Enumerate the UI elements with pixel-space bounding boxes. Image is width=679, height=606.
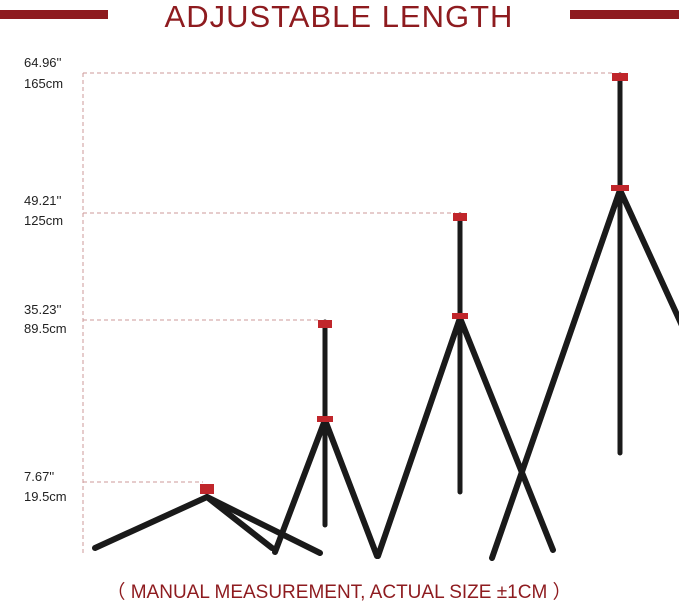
height-inch: 7.67'' [24,469,54,484]
height-inch: 64.96'' [24,55,62,70]
height-cm: 89.5cm [24,321,67,336]
tripod-mid-high [375,212,556,559]
title: ADJUSTABLE LENGTH [165,0,514,34]
tripod-low [92,484,323,556]
height-inch: 49.21'' [24,193,62,208]
tripod-mid-low [272,319,380,559]
title-bar-left [0,10,108,19]
tripod-high [489,72,679,561]
title-bar-right [570,10,679,19]
footnote: （ MANUAL MEASUREMENT, ACTUAL SIZE ±1CM ） [106,581,571,603]
height-cm: 165cm [24,76,63,91]
height-cm: 125cm [24,213,63,228]
height-inch: 35.23'' [24,302,62,317]
height-cm: 19.5cm [24,489,67,504]
